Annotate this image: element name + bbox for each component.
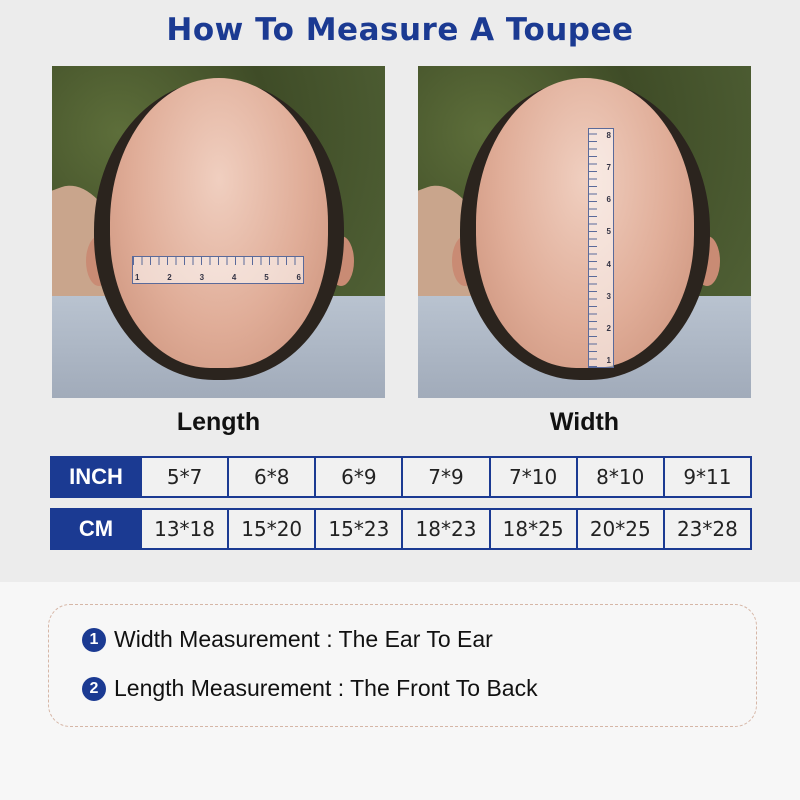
size-cell: 7*9 bbox=[401, 458, 488, 496]
size-cell: 6*8 bbox=[227, 458, 314, 496]
note-length: 2 Length Measurement : The Front To Back bbox=[82, 675, 538, 702]
size-cell: 15*23 bbox=[314, 510, 401, 548]
size-row-inch: INCH 5*7 6*8 6*9 7*9 7*10 8*10 9*11 bbox=[50, 456, 752, 498]
note-text: Length Measurement : The Front To Back bbox=[114, 675, 538, 701]
label-width: Width bbox=[549, 408, 620, 436]
note-width: 1 Width Measurement : The Ear To Ear bbox=[82, 626, 493, 653]
label-length: Length bbox=[176, 408, 261, 436]
notes-box bbox=[48, 604, 757, 727]
size-cell: 18*25 bbox=[488, 510, 576, 548]
size-cell: 13*18 bbox=[140, 510, 227, 548]
size-row-cm: CM 13*18 15*20 15*23 18*23 18*25 20*25 2… bbox=[50, 508, 752, 550]
photo-length: 1 2 3 4 5 6 bbox=[52, 66, 385, 398]
row-header: INCH bbox=[52, 458, 140, 496]
size-cell: 5*7 bbox=[140, 458, 227, 496]
size-cell: 8*10 bbox=[575, 458, 663, 496]
size-cell: 23*28 bbox=[662, 510, 750, 548]
row-header: CM bbox=[52, 510, 140, 548]
size-cell: 9*11 bbox=[662, 458, 750, 496]
page-title: How To Measure A Toupee bbox=[166, 12, 634, 48]
size-cell: 15*20 bbox=[227, 510, 314, 548]
number-badge: 1 bbox=[82, 627, 106, 652]
note-text: Width Measurement : The Ear To Ear bbox=[114, 626, 493, 652]
ruler-vertical: 1 2 3 4 5 6 7 8 bbox=[588, 128, 614, 368]
size-cell: 20*25 bbox=[575, 510, 663, 548]
ruler-horizontal: 1 2 3 4 5 6 bbox=[132, 256, 304, 284]
number-badge: 2 bbox=[82, 676, 106, 701]
photo-width: 1 2 3 4 5 6 7 8 bbox=[418, 66, 751, 398]
size-cell: 7*10 bbox=[488, 458, 576, 496]
size-cell: 18*23 bbox=[401, 510, 488, 548]
size-cell: 6*9 bbox=[314, 458, 401, 496]
